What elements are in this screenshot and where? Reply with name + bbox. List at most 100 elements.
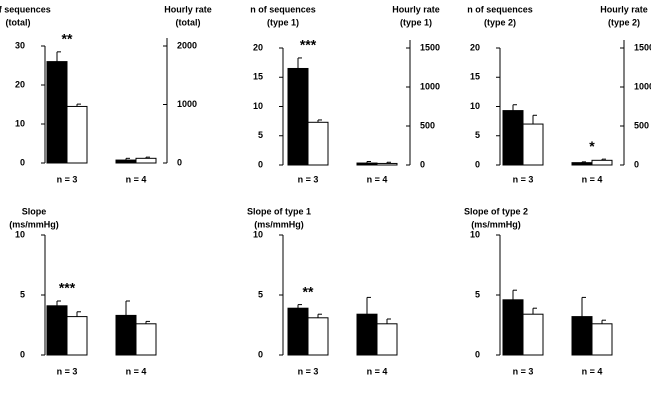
y-axis-label: (type 1) (267, 17, 299, 27)
error-bar (125, 300, 130, 316)
bar (591, 323, 613, 356)
error-bar (297, 57, 302, 69)
y-tick-label: 5 (258, 289, 263, 299)
y-axis-label: (total) (6, 17, 31, 27)
x-tick-label: n = 4 (126, 174, 147, 184)
y-tick-label: 0 (475, 159, 480, 169)
bar (502, 299, 524, 356)
x-tick-label: n = 3 (298, 174, 319, 184)
x-tick-label: n = 4 (126, 366, 147, 376)
error-bar (366, 296, 371, 315)
y-tick-label: 10 (470, 229, 480, 239)
y-axis-label: Slope of type 2 (464, 206, 528, 216)
bar (66, 105, 88, 164)
y2-tick-label: 500 (634, 120, 649, 130)
bar (135, 323, 157, 356)
x-tick-label: n = 3 (57, 366, 78, 376)
error-bar (512, 104, 517, 111)
significance-mark: *** (59, 280, 76, 296)
bar (522, 313, 544, 356)
bar (115, 159, 137, 164)
bar (115, 314, 137, 356)
error-bar (76, 311, 81, 317)
y2-tick-label: 1500 (420, 42, 440, 52)
y-tick-label: 10 (15, 118, 25, 128)
error-bar (386, 318, 391, 324)
significance-mark: ** (303, 283, 314, 299)
y-tick-label: 10 (470, 101, 480, 111)
y-tick-label: 0 (20, 157, 25, 167)
y-tick-label: 0 (258, 349, 263, 359)
x-tick-label: n = 3 (298, 366, 319, 376)
x-tick-label: n = 4 (582, 366, 603, 376)
y2-axis-label: Hourly rate (392, 4, 440, 14)
bar (591, 159, 613, 166)
bar (66, 316, 88, 356)
y-tick-label: 0 (20, 349, 25, 359)
y-tick-label: 20 (253, 42, 263, 52)
y2-tick-label: 1000 (177, 99, 197, 109)
y-tick-label: 5 (258, 130, 263, 140)
y-tick-label: 10 (15, 229, 25, 239)
y-tick-label: 20 (470, 42, 480, 52)
bar (522, 123, 544, 166)
y2-tick-label: 0 (634, 159, 639, 169)
error-bar (581, 296, 586, 317)
y-axis-label: n of sequences (0, 4, 51, 14)
x-tick-label: n = 3 (57, 174, 78, 184)
bar (287, 307, 309, 356)
x-tick-label: n = 4 (367, 174, 388, 184)
bar (46, 305, 68, 356)
y2-tick-label: 0 (177, 157, 182, 167)
y2-tick-label: 500 (420, 120, 435, 130)
bar (376, 162, 398, 166)
significance-mark: *** (300, 37, 317, 53)
y-tick-label: 0 (258, 159, 263, 169)
y-axis-label: (ms/mmHg) (254, 219, 304, 229)
error-bar (512, 289, 517, 300)
y-axis-label: n of sequences (250, 4, 316, 14)
significance-mark: * (589, 138, 595, 154)
y2-axis-label: (type 1) (400, 17, 432, 27)
error-bar (601, 319, 606, 324)
bar (46, 61, 68, 164)
y-tick-label: 15 (470, 72, 480, 82)
x-tick-label: n = 3 (513, 174, 534, 184)
y-axis-label: (ms/mmHg) (9, 219, 59, 229)
y2-tick-label: 1000 (634, 81, 651, 91)
bar (307, 121, 329, 166)
y2-axis-label: Hourly rate (600, 4, 648, 14)
error-bar (317, 313, 322, 318)
y-tick-label: 10 (253, 101, 263, 111)
y2-tick-label: 1500 (634, 42, 651, 52)
bar (376, 323, 398, 356)
y2-tick-label: 1000 (420, 81, 440, 91)
bar (356, 313, 378, 356)
bar (502, 110, 524, 166)
bar (287, 67, 309, 166)
y-tick-label: 10 (253, 229, 263, 239)
y-tick-label: 15 (253, 72, 263, 82)
y-axis-label: n of sequences (467, 4, 533, 14)
y-tick-label: 0 (475, 349, 480, 359)
bar (356, 162, 378, 166)
bar (135, 157, 157, 164)
y-axis-label: (type 2) (484, 17, 516, 27)
y-axis-label: Slope (22, 206, 47, 216)
bar (307, 317, 329, 356)
y2-tick-label: 0 (420, 159, 425, 169)
y2-axis-label: (total) (176, 17, 201, 27)
x-tick-label: n = 3 (513, 366, 534, 376)
bar (571, 316, 593, 356)
y2-axis-label: Hourly rate (164, 4, 212, 14)
significance-mark: ** (62, 31, 73, 47)
y2-tick-label: 2000 (177, 40, 197, 50)
y-tick-label: 5 (20, 289, 25, 299)
error-bar (532, 114, 537, 125)
error-bar (532, 307, 537, 315)
error-bar (297, 304, 302, 309)
x-tick-label: n = 4 (367, 366, 388, 376)
y-tick-label: 20 (15, 79, 25, 89)
